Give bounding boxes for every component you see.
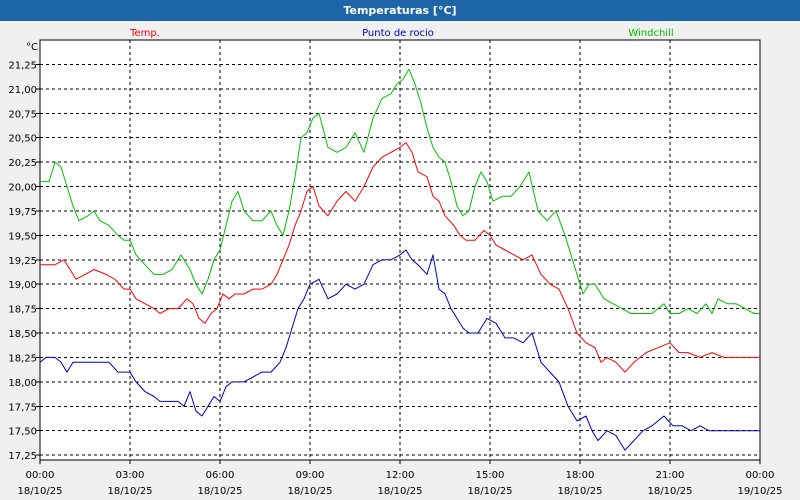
x-tick-label-time: 15:00 — [476, 470, 505, 481]
x-tick-label-time: 00:00 — [746, 470, 775, 481]
y-tick-label: 20,50 — [8, 134, 37, 145]
x-tick-label-time: 12:00 — [386, 470, 415, 481]
x-tick-label-date: 18/10/25 — [108, 486, 153, 497]
x-tick-label-date: 18/10/25 — [468, 486, 513, 497]
y-tick-label: 19,50 — [8, 231, 37, 242]
y-tick-label: 20,25 — [8, 158, 37, 169]
x-tick-label-time: 09:00 — [296, 470, 325, 481]
y-tick-label: 17,75 — [8, 402, 37, 413]
x-tick-label-date: 18/10/25 — [198, 486, 243, 497]
x-tick-label-date: 18/10/25 — [288, 486, 333, 497]
x-tick-label-date: 19/10/25 — [738, 486, 783, 497]
x-tick-label-date: 18/10/25 — [558, 486, 603, 497]
x-tick-label-date: 18/10/25 — [378, 486, 423, 497]
y-tick-label: 18,25 — [8, 353, 37, 364]
y-tick-label: 19,75 — [8, 207, 37, 218]
legend-entry-2: Punto de rocio — [362, 28, 434, 39]
x-tick-label-date: 18/10/25 — [18, 486, 63, 497]
x-tick-label-time: 18:00 — [566, 470, 595, 481]
plot-border — [39, 39, 761, 461]
y-tick-label: 18,00 — [8, 378, 37, 389]
y-tick-label: 19,00 — [8, 280, 37, 291]
y-tick-label: 21,00 — [8, 85, 37, 96]
series-line-1 — [40, 142, 760, 373]
series-line-2 — [39, 249, 760, 451]
x-tick-label-time: 21:00 — [656, 470, 685, 481]
y-tick-label: 17,50 — [8, 427, 37, 438]
y-tick-label: 20,00 — [8, 183, 37, 194]
chart-title: Temperaturas [°C] — [0, 0, 800, 21]
x-tick-label-time: 00:00 — [26, 470, 55, 481]
series-line-3 — [40, 68, 760, 314]
y-tick-label: 21,25 — [8, 60, 37, 71]
y-tick-label: 18,50 — [8, 329, 37, 340]
y-tick-label: 19,25 — [8, 256, 37, 267]
y-tick-label: 20,75 — [8, 109, 37, 120]
x-tick-label-time: 06:00 — [206, 470, 235, 481]
y-tick-label: 17,25 — [8, 451, 37, 462]
legend-entry-1: Temp. — [129, 28, 160, 39]
legend-entry-3: Windchill — [628, 28, 673, 39]
y-tick-label: 18,75 — [8, 305, 37, 316]
x-tick-label-time: 03:00 — [116, 470, 145, 481]
y-axis-unit-label: °C — [26, 42, 38, 53]
x-tick-label-date: 18/10/25 — [648, 486, 693, 497]
